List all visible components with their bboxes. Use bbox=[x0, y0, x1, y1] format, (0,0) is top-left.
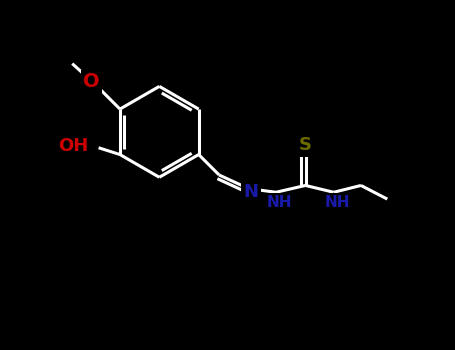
Text: OH: OH bbox=[58, 137, 88, 155]
Text: N: N bbox=[243, 183, 258, 201]
Text: NH: NH bbox=[324, 195, 350, 210]
Text: NH: NH bbox=[267, 195, 293, 210]
Text: S: S bbox=[299, 136, 312, 154]
Text: O: O bbox=[83, 72, 100, 91]
